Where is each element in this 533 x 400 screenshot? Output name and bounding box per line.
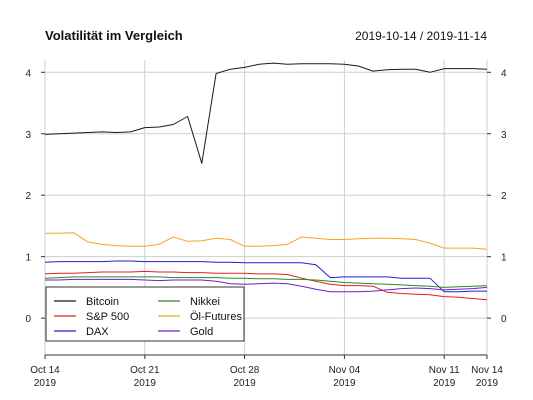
y-tick-label-right: 4 <box>501 68 507 79</box>
x-tick-label: Oct 14 <box>30 365 60 376</box>
y-tick-label-right: 1 <box>501 253 507 264</box>
legend-label-gold: Gold <box>190 326 213 338</box>
x-tick-label: Oct 28 <box>230 365 260 376</box>
y-tick-label-right: 0 <box>501 314 507 325</box>
legend-label-dax: DAX <box>86 326 109 338</box>
series-line-dax <box>44 260 487 293</box>
x-tick-year-label: 2019 <box>433 378 456 389</box>
x-tick-label: Nov 14 <box>471 365 503 376</box>
date-range-label: 2019-10-14 / 2019-11-14 <box>355 29 487 43</box>
y-tick-label-left: 2 <box>25 191 31 202</box>
axes: 0 0 1 1 2 2 3 3 4 4 Oct 14 2019 Oct 21 2019 Oct 28 2019… <box>25 68 507 389</box>
x-tick-year-label: 2019 <box>34 378 57 389</box>
series-lines <box>44 62 488 301</box>
x-tick-year-label: 2019 <box>476 378 499 389</box>
chart-title: Volatilität im Vergleich <box>45 28 183 43</box>
y-tick-label-left: 1 <box>25 253 31 264</box>
legend-label-bitcoin: Bitcoin <box>86 296 119 308</box>
x-tick-label: Nov 11 <box>429 365 460 376</box>
series-line-nikkei <box>44 276 488 288</box>
series-line-bitcoin <box>44 62 488 164</box>
legend-label-s-p-500: S&P 500 <box>86 311 129 323</box>
y-tick-label-left: 0 <box>25 314 31 325</box>
grid <box>44 60 488 355</box>
x-tick-year-label: 2019 <box>233 378 256 389</box>
legend-label-nikkei: Nikkei <box>190 296 220 308</box>
x-tick-label: Nov 04 <box>329 365 361 376</box>
series-line-l-futures <box>45 232 488 250</box>
legend-box <box>45 286 245 342</box>
y-tick-label-left: 3 <box>25 130 31 141</box>
y-tick-label-right: 2 <box>501 191 507 202</box>
series-line-s-p-500 <box>44 270 488 301</box>
legend-label-l-futures: Öl-Futures <box>190 311 242 323</box>
y-tick-label-right: 3 <box>501 130 507 141</box>
y-tick-label-left: 4 <box>25 68 31 79</box>
series-line-gold <box>45 278 488 293</box>
x-tick-label: Oct 21 <box>130 365 160 376</box>
x-tick-year-label: 2019 <box>333 378 356 389</box>
x-tick-year-label: 2019 <box>134 378 157 389</box>
legend: Bitcoin S&P 500 DAX Nikkei Öl-Futures Gold <box>45 286 245 342</box>
